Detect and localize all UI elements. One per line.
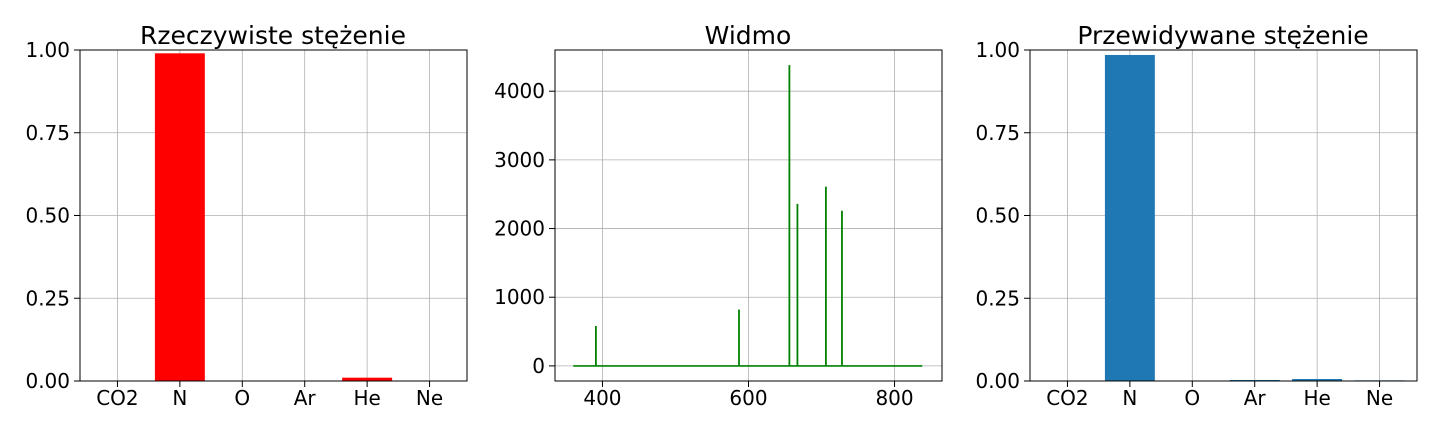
y-tick-label: 0.50: [25, 204, 70, 228]
x-tick-label: CO2: [1046, 386, 1088, 410]
x-tick-label: Ar: [294, 386, 317, 410]
bar-he: [1292, 379, 1343, 381]
x-tick-label: O: [234, 386, 250, 410]
y-tick-label: 1.00: [25, 38, 70, 62]
y-tick-label: 0.25: [975, 286, 1020, 310]
x-tick-label: N: [172, 386, 187, 410]
y-tick-label: 0.50: [975, 204, 1020, 228]
y-tick-label: 3000: [494, 148, 545, 172]
x-tick-label: Ne: [1366, 386, 1393, 410]
x-tick-label: N: [1122, 386, 1137, 410]
x-tick-label: Ne: [416, 386, 443, 410]
spectrum-chart: Widmo 0 1000 2000 3000 4000 400 600 800: [494, 21, 943, 410]
chart-title: Widmo: [705, 21, 792, 50]
x-tick-label: Ar: [1244, 386, 1267, 410]
y-tick-label: 0.00: [25, 369, 70, 393]
x-tick-label: He: [1303, 386, 1330, 410]
y-tick-label: 4000: [494, 79, 545, 103]
y-tick-label: 0.00: [975, 369, 1020, 393]
x-tick-label: He: [353, 386, 380, 410]
x-tick-label: 600: [729, 386, 767, 410]
x-tick-label: 400: [583, 386, 621, 410]
y-tick-label: 1.00: [975, 38, 1020, 62]
y-tick-label: 0.75: [25, 121, 70, 145]
x-tick-label: O: [1184, 386, 1200, 410]
chart-title: Rzeczywiste stężenie: [140, 21, 406, 50]
y-tick-label: 2000: [494, 217, 545, 241]
x-tick-label: 800: [875, 386, 913, 410]
y-tick-label: 0: [532, 354, 545, 378]
x-tick-label: CO2: [96, 386, 138, 410]
bar-n: [1104, 54, 1155, 382]
y-tick-label: 0.75: [975, 121, 1020, 145]
y-tick-label: 1000: [494, 285, 545, 309]
bar-he: [342, 377, 393, 381]
y-tick-label: 0.25: [25, 286, 70, 310]
real-concentration-chart: Rzeczywiste stężenie 0.00 0.25 0.50 0.75 1.0…: [25, 21, 468, 410]
chart-title: Przewidywane stężenie: [1077, 21, 1368, 50]
bar-n: [154, 53, 205, 382]
predicted-concentration-chart: Przewidywane stężenie 0.00 0.25 0.50 0.75 1.…: [975, 21, 1418, 410]
